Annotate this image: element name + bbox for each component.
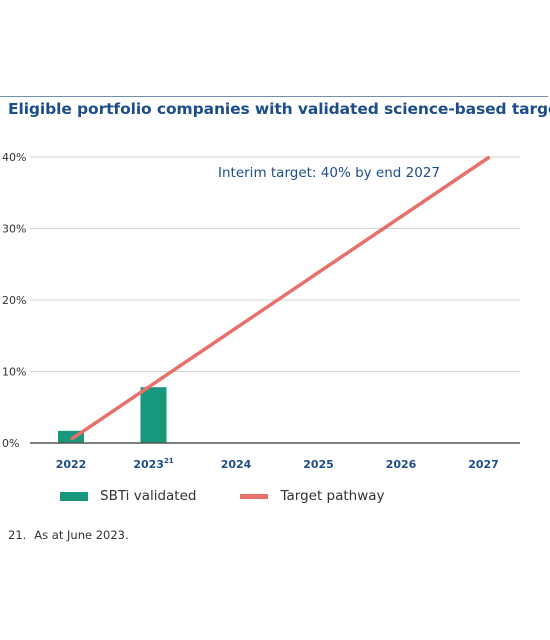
y-axis-ticks: 0% 10% 20% 30% 40% bbox=[2, 151, 26, 450]
y-tick-label: 40% bbox=[2, 151, 26, 164]
top-rule bbox=[0, 96, 548, 97]
x-tick-label: 2027 bbox=[468, 458, 499, 471]
footnote-number: 21. bbox=[8, 528, 27, 542]
bars bbox=[58, 387, 167, 443]
target-line bbox=[70, 155, 491, 441]
bar bbox=[140, 387, 167, 443]
x-tick-label: 2024 bbox=[221, 458, 252, 471]
x-tick-superscript: 21 bbox=[164, 457, 174, 465]
x-tick-label: 202321 bbox=[133, 457, 173, 471]
grid-lines bbox=[30, 156, 520, 372]
x-axis-ticks: 2022 202321 2024 2025 2026 2027 bbox=[56, 457, 499, 471]
footnote-text: As at June 2023. bbox=[34, 528, 129, 542]
x-tick-label: 2022 bbox=[56, 458, 87, 471]
y-tick-label: 30% bbox=[2, 223, 26, 236]
chart-area: 0%10%20%30%40% 2022 202321 2024 2025 2026 202… bbox=[2, 151, 520, 471]
x-tick-label: 2026 bbox=[386, 458, 417, 471]
legend-swatch-line bbox=[240, 493, 269, 499]
target-pathway-line bbox=[70, 155, 491, 441]
footnote: 21. As at June 2023. bbox=[8, 528, 129, 542]
legend-label-target: Target pathway bbox=[280, 488, 385, 504]
legend-label-sbti: SBTi validated bbox=[100, 488, 197, 504]
legend-item-sbti: SBTi validated bbox=[60, 488, 196, 504]
legend-swatch-bar bbox=[60, 491, 88, 501]
chart-title: Eligible portfolio companies with valida… bbox=[8, 100, 550, 118]
legend: SBTi validated Target pathway bbox=[60, 488, 429, 504]
x-tick-label: 2025 bbox=[303, 458, 334, 471]
y-tick-label: 20% bbox=[2, 294, 26, 307]
y-tick-label: 10% bbox=[2, 366, 26, 379]
legend-item-target: Target pathway bbox=[240, 488, 385, 504]
annotation: Interim target: 40% by end 2027 bbox=[218, 165, 440, 181]
y-tick-label: 0% bbox=[2, 437, 19, 450]
